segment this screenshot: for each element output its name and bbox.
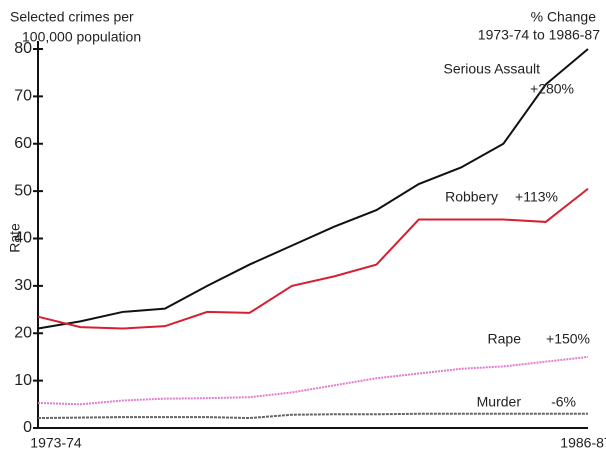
y-tick-label: 80 bbox=[14, 40, 32, 57]
y-tick-label: 50 bbox=[14, 182, 32, 199]
y-tick-label: 40 bbox=[14, 230, 32, 247]
change-header: 1973-74 to 1986-87 bbox=[478, 27, 600, 43]
series-line bbox=[37, 48, 589, 330]
y-tick-label: 10 bbox=[14, 372, 32, 389]
series-line bbox=[37, 412, 588, 420]
series-label: Robbery bbox=[445, 189, 498, 205]
y-tick-label: 60 bbox=[14, 135, 32, 152]
series-line bbox=[37, 187, 589, 330]
series-label: -6% bbox=[551, 394, 576, 410]
series-label: Rape bbox=[488, 331, 522, 347]
y-tick-label: 30 bbox=[14, 277, 32, 294]
y-tick-label: 0 bbox=[23, 419, 32, 436]
y-axis-label: Rate bbox=[7, 223, 23, 253]
series-line bbox=[37, 355, 589, 406]
series-label: Serious Assault bbox=[444, 61, 541, 77]
x-tick-label: 1973-74 bbox=[30, 435, 82, 451]
series-label: Murder bbox=[477, 394, 522, 410]
chart-title: Selected crimes per bbox=[10, 9, 134, 25]
y-tick-label: 70 bbox=[14, 88, 32, 105]
series-label: +113% bbox=[515, 189, 558, 205]
y-tick-label: 20 bbox=[14, 324, 32, 341]
x-tick-label: 1986-87 bbox=[560, 435, 606, 451]
change-header: % Change bbox=[531, 9, 597, 25]
series-label: +280% bbox=[530, 81, 574, 97]
chart-title: 100,000 population bbox=[22, 29, 141, 45]
series-label: +150% bbox=[546, 331, 590, 347]
